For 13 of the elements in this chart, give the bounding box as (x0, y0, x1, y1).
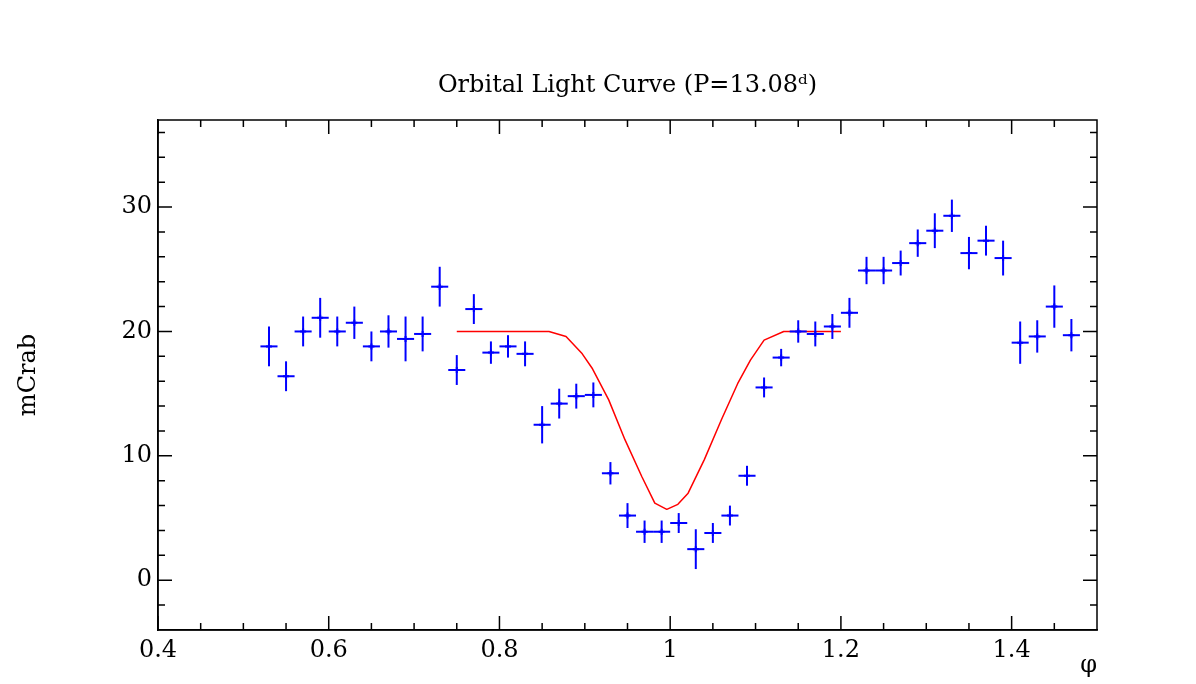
x-tick-label: 1.4 (992, 634, 1031, 663)
x-tick-label: 0.4 (138, 634, 178, 663)
y-axis-title: mCrab (12, 333, 41, 417)
y-tick-label: 0 (136, 564, 152, 593)
y-tick-label: 20 (121, 315, 152, 344)
x-tick-label: 0.6 (309, 634, 348, 663)
chart-title: Orbital Light Curve (P=13.08ᵈ) (437, 70, 818, 98)
y-tick-label: 10 (121, 440, 152, 469)
x-tick-label: 1 (662, 634, 678, 663)
x-tick-label: 0.8 (480, 634, 519, 663)
x-tick-label: 1.2 (821, 634, 860, 663)
y-tick-label: 30 (121, 191, 152, 220)
x-axis-title: φ (1080, 649, 1097, 678)
